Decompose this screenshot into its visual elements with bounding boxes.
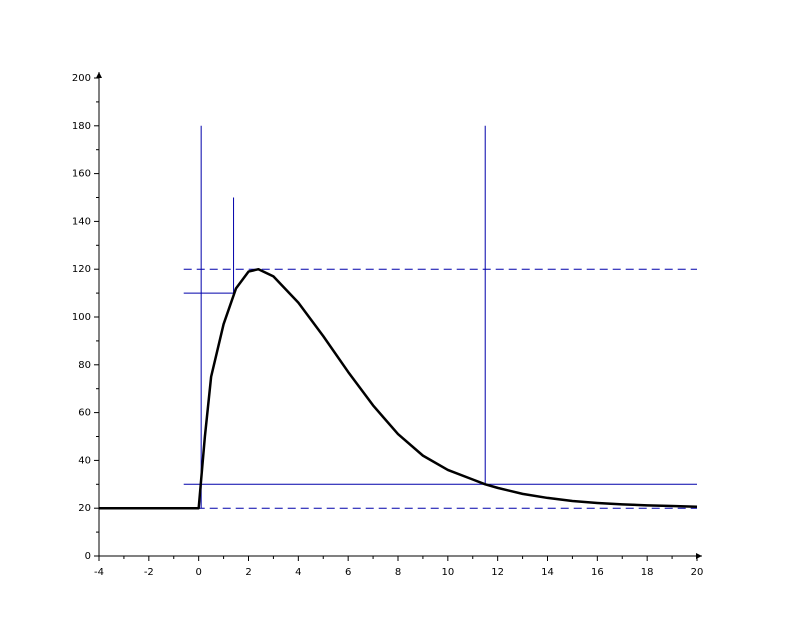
y-tick-label: 180 [72,121,91,132]
x-tick-label: 4 [295,567,301,578]
x-tick-label: 10 [441,567,454,578]
y-tick-label: 100 [72,312,91,323]
y-axis-arrow [96,72,102,78]
x-tick-label: 6 [345,567,351,578]
x-tick-label: 0 [195,567,201,578]
data-line [99,267,698,510]
x-tick-label: 20 [691,567,704,578]
y-tick-label: 80 [78,360,91,371]
y-tick-label: 160 [72,169,91,180]
x-tick-label: 2 [245,567,251,578]
x-tick-label: 8 [395,567,401,578]
y-tick-label: 40 [78,455,91,466]
x-tick-label: 12 [491,567,504,578]
y-tick-label: 60 [78,408,91,419]
x-tick-label: -2 [144,567,154,578]
x-tick-label: 18 [641,567,654,578]
y-tick-label: 200 [72,73,91,84]
y-tick-label: 140 [72,216,91,227]
x-tick-label: 16 [591,567,604,578]
x-tick-label: -4 [94,567,104,578]
y-tick-label: 20 [78,503,91,514]
x-tick-label: 14 [541,567,554,578]
y-tick-label: 120 [72,264,91,275]
y-tick-label: 0 [85,551,91,562]
